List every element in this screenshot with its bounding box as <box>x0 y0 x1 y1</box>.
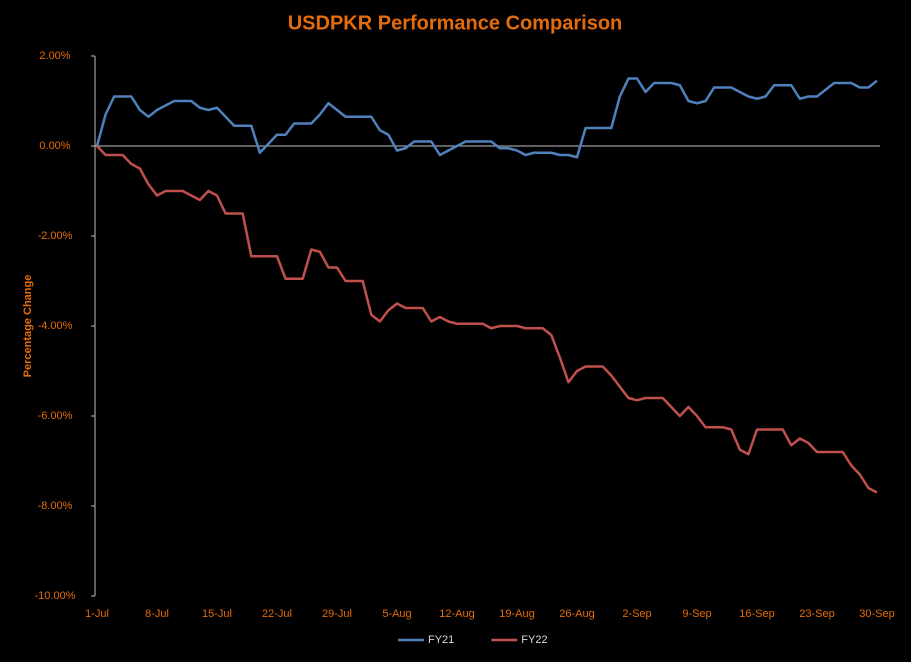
y-tick-label: -6.00% <box>38 410 73 422</box>
x-tick-label: 2-Sep <box>622 608 651 620</box>
x-tick-label: 19-Aug <box>499 608 534 620</box>
y-tick-label: 2.00% <box>39 50 70 62</box>
x-tick-label: 30-Sep <box>859 608 894 620</box>
x-tick-label: 8-Jul <box>145 608 169 620</box>
legend-label: FY22 <box>521 634 547 646</box>
y-tick-label: -2.00% <box>38 230 73 242</box>
x-tick-label: 9-Sep <box>682 608 711 620</box>
x-tick-label: 29-Jul <box>322 608 352 620</box>
x-tick-label: 5-Aug <box>382 608 411 620</box>
x-tick-label: 23-Sep <box>799 608 834 620</box>
x-tick-label: 22-Jul <box>262 608 292 620</box>
y-tick-label: -8.00% <box>38 500 73 512</box>
y-tick-label: -10.00% <box>35 590 76 602</box>
x-tick-label: 15-Jul <box>202 608 232 620</box>
x-tick-label: 16-Sep <box>739 608 774 620</box>
y-tick-label: 0.00% <box>39 140 70 152</box>
x-tick-label: 26-Aug <box>559 608 594 620</box>
y-tick-label: -4.00% <box>38 320 73 332</box>
legend-label: FY21 <box>428 634 454 646</box>
series-line <box>96 145 878 494</box>
y-axis-title: Percentage Change <box>22 275 34 378</box>
x-tick-label: 1-Jul <box>85 608 109 620</box>
chart-title: USDPKR Performance Comparison <box>288 12 623 34</box>
series-line <box>95 77 878 159</box>
x-tick-label: 12-Aug <box>439 608 474 620</box>
legend: FY21 FY22 <box>398 634 548 646</box>
